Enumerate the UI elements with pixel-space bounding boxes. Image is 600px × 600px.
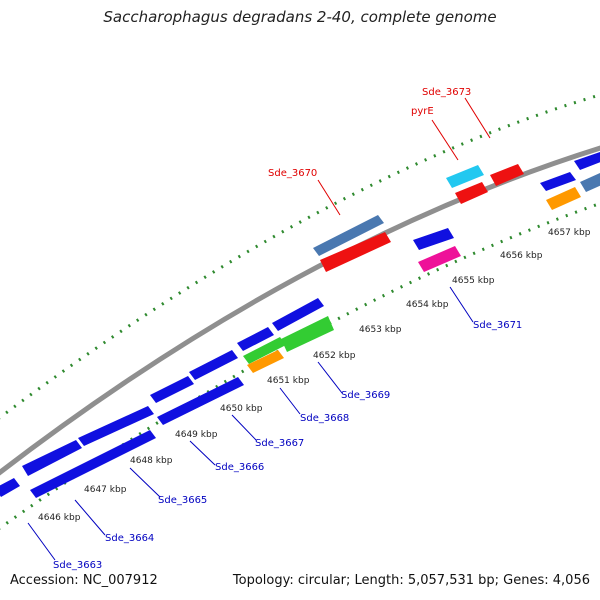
scale-labels: 4646 kbp 4647 kbp 4648 kbp 4649 kbp 4650… <box>38 228 591 523</box>
scale-tick-label: 4655 kbp <box>452 276 495 286</box>
gene-label-sde-3669[interactable]: Sde_3669 <box>341 390 390 401</box>
gene-label-sde-3665[interactable]: Sde_3665 <box>158 495 207 506</box>
gene-arrow[interactable] <box>446 165 484 188</box>
scale-tick-label: 4656 kbp <box>500 251 543 261</box>
gene-label-sde-3667[interactable]: Sde_3667 <box>255 438 304 449</box>
gene-arrow[interactable] <box>30 430 156 498</box>
gene-arrow[interactable] <box>272 298 324 331</box>
gene-arrow[interactable] <box>546 187 581 210</box>
scale-tick-label: 4646 kbp <box>38 513 81 523</box>
scale-tick-label: 4651 kbp <box>267 376 310 386</box>
gene-arrow[interactable] <box>455 182 488 204</box>
gene-arrow[interactable] <box>157 377 244 425</box>
scale-tick-label: 4650 kbp <box>220 404 263 414</box>
gene-arrow[interactable] <box>189 350 238 380</box>
scale-tick-label: 4647 kbp <box>84 485 127 495</box>
gene-arrow[interactable] <box>418 246 461 272</box>
gene-label-sde-3663[interactable]: Sde_3663 <box>53 560 102 571</box>
outer-tick-ring <box>0 93 600 420</box>
gene-label-sde-3671[interactable]: Sde_3671 <box>473 320 522 331</box>
leader-lines <box>27 97 491 561</box>
accession-text: Accession: NC_007912 <box>10 573 158 588</box>
gene-label-sde-3664[interactable]: Sde_3664 <box>105 533 154 544</box>
genome-backbone <box>0 145 600 476</box>
gene-label-sde-3673[interactable]: Sde_3673 <box>422 87 471 98</box>
forward-strand-genes <box>0 152 600 497</box>
gene-arrow[interactable] <box>580 173 600 192</box>
reverse-strand-genes <box>30 164 600 498</box>
gene-arrow[interactable] <box>150 376 194 403</box>
genome-summary-text: Topology: circular; Length: 5,057,531 bp… <box>232 573 590 588</box>
gene-arrow[interactable] <box>540 172 576 191</box>
gene-arrow[interactable] <box>243 337 286 364</box>
scale-tick-label: 4652 kbp <box>313 351 356 361</box>
gene-arrow[interactable] <box>247 350 284 373</box>
gene-arrow[interactable] <box>320 232 391 272</box>
gene-arrow[interactable] <box>237 327 274 351</box>
gene-label-sde-3670[interactable]: Sde_3670 <box>268 168 317 179</box>
gene-arrow[interactable] <box>574 152 600 170</box>
gene-arrow[interactable] <box>0 478 20 497</box>
scale-tick-label: 4657 kbp <box>548 228 591 238</box>
gene-label-sde-3668[interactable]: Sde_3668 <box>300 413 349 424</box>
scale-tick-label: 4648 kbp <box>130 456 173 466</box>
map-title: Saccharophagus degradans 2-40, complete … <box>103 8 497 26</box>
gene-arrow[interactable] <box>490 164 524 186</box>
gene-arrow[interactable] <box>313 215 384 256</box>
scale-tick-label: 4649 kbp <box>175 430 218 440</box>
gene-label-sde-3666[interactable]: Sde_3666 <box>215 462 264 473</box>
gene-arrow[interactable] <box>281 316 334 352</box>
gene-arrow[interactable] <box>22 440 82 476</box>
scale-tick-label: 4654 kbp <box>406 300 449 310</box>
gene-label-pyre[interactable]: pyrE <box>411 106 434 117</box>
gene-arrow[interactable] <box>413 228 454 250</box>
gene-arrow[interactable] <box>78 406 154 446</box>
scale-tick-label: 4653 kbp <box>359 325 402 335</box>
gene-labels: Sde_3663 Sde_3664 Sde_3665 Sde_3666 Sde_… <box>53 87 522 571</box>
